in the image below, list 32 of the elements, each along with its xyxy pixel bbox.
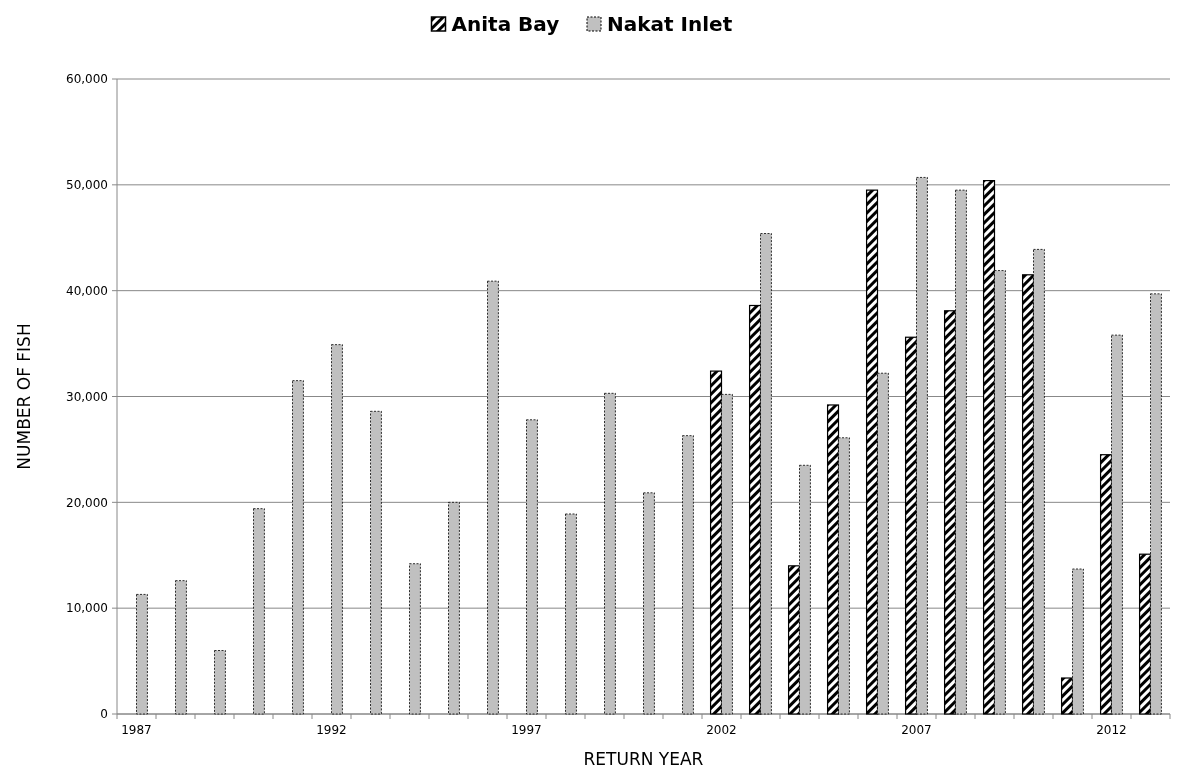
x-tick-label: 2012 [1096,723,1127,737]
y-tick-label: 0 [100,707,108,722]
bar [253,508,265,715]
y-axis-title: NUMBER OF FISH [14,323,34,470]
legend-label: Anita Bay [451,12,560,36]
legend-label: Nakat Inlet [607,12,733,36]
y-tick-label: 20,000 [66,495,108,510]
x-tick-label: 2002 [706,723,737,737]
bar [292,380,304,715]
bar [448,501,460,715]
bar [409,563,421,715]
bar [175,580,187,715]
bar [643,492,655,715]
bar [487,280,499,715]
x-tick-label: 2007 [901,723,932,737]
bar [682,435,694,715]
y-tick-label: 40,000 [66,283,108,298]
bar [136,594,148,715]
bar [331,344,343,715]
bar [214,650,226,715]
y-tick-label: 60,000 [66,72,108,87]
bar [565,513,577,715]
bar [526,419,538,715]
bar [604,392,616,715]
y-tick-label: 10,000 [66,601,108,616]
x-axis-title: RETURN YEAR [583,749,704,769]
x-tick-label: 1997 [511,723,542,737]
x-tick-label: 1987 [121,723,152,737]
y-tick-label: 30,000 [66,389,108,404]
x-tick-label: 1992 [316,723,347,737]
y-tick-label: 50,000 [66,178,108,193]
bar [370,410,382,715]
